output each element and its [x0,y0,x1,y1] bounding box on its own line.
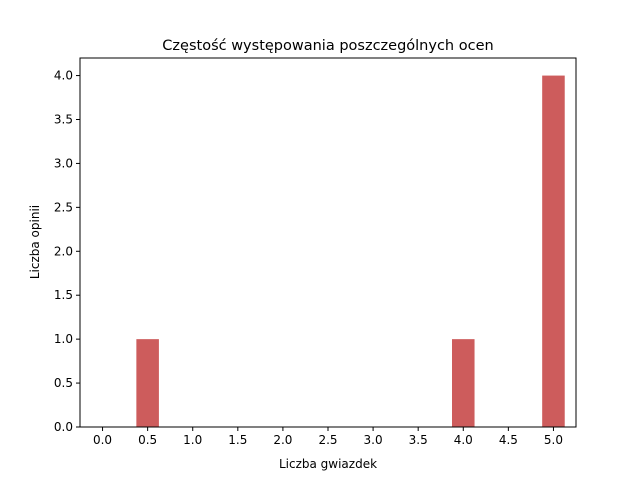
x-ticks-layer: 0.0 0.5 1.0 1.5 2.0 2.5 3.0 3.5 4.0 4.5 5.0 [93,427,563,447]
x-tick-label: 4.0 [454,433,473,447]
y-tick-label: 0.5 [54,376,73,390]
x-tick-label: 3.5 [409,433,428,447]
x-tick-label: 0.5 [138,433,157,447]
x-tick-label: 0.0 [93,433,112,447]
y-tick-label: 4.0 [54,69,73,83]
bar [452,339,475,427]
y-tick-label: 3.0 [54,156,73,170]
chart-title: Częstość występowania poszczególnych oce… [162,38,493,54]
x-tick-label: 2.5 [318,433,337,447]
bar [542,75,565,428]
y-tick-label: 2.0 [54,244,73,258]
x-tick-label: 3.0 [364,433,383,447]
x-tick-label: 4.5 [499,433,518,447]
y-tick-label: 0.0 [54,420,73,434]
x-tick-label: 2.0 [273,433,292,447]
x-tick-label: 5.0 [544,433,563,447]
x-tick-label: 1.0 [183,433,202,447]
y-tick-label: 1.0 [54,332,73,346]
x-axis-label: Liczba gwiazdek [279,457,377,471]
bars-layer [136,75,565,428]
y-tick-label: 1.5 [54,288,73,302]
x-tick-label: 1.5 [228,433,247,447]
y-tick-label: 3.5 [54,113,73,127]
y-ticks-layer: 0.0 0.5 1.0 1.5 2.0 2.5 3.0 3.5 4.0 [54,69,80,434]
bar [136,339,159,427]
y-axis-label: Liczba opinii [28,205,42,279]
y-tick-label: 2.5 [54,200,73,214]
